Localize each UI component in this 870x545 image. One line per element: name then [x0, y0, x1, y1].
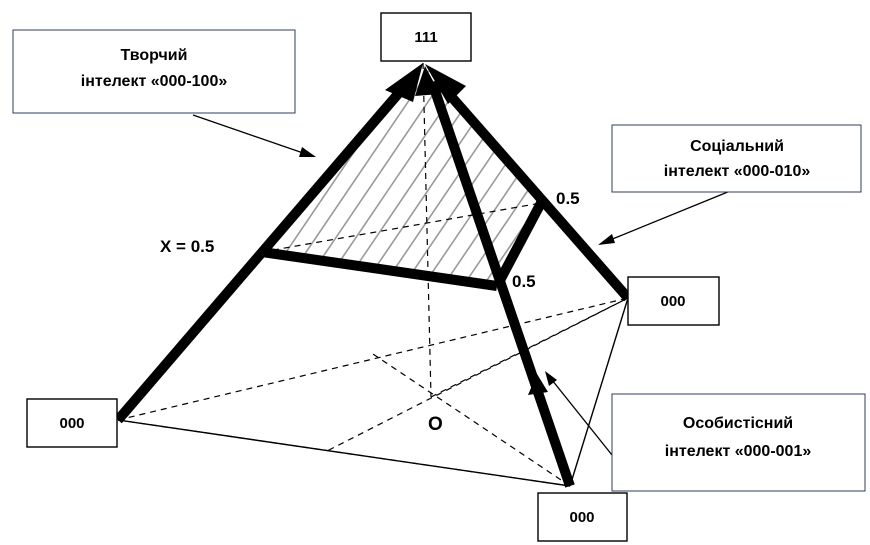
- vertex-left: 000: [26, 398, 118, 448]
- dashed-lines: [117, 62, 629, 487]
- callout-social-line2: інтелект «000-010»: [664, 163, 811, 180]
- callout-arrows: [192, 114, 741, 456]
- vertex-apex-label: 111: [414, 29, 437, 46]
- callout-social-line1: Соціальний: [690, 138, 784, 155]
- arrow-social: [609, 186, 741, 241]
- vertex-right: 000: [627, 276, 720, 326]
- callout-social-box: [611, 124, 862, 193]
- arrowhead-social: [598, 234, 615, 245]
- hatch-line: [419, 63, 541, 286]
- callout-creative-box: [12, 29, 296, 114]
- section-edge-left: [261, 247, 498, 291]
- x-value-label: X = 0.5: [160, 237, 214, 256]
- thick-edges: [114, 76, 632, 488]
- callout-social: Соціальний інтелект «000-010»: [611, 124, 862, 193]
- callout-personal-line1: Особистісний: [683, 415, 793, 432]
- callout-creative-line2: інтелект «000-100»: [81, 73, 228, 90]
- dashed-bottom-to-center: [369, 351, 571, 487]
- callout-personal: Особистісний інтелект «000-001»: [611, 393, 866, 492]
- apex-arrowheads: [385, 63, 466, 104]
- dashed-left-right: [117, 297, 629, 421]
- edge-bottom-right: [569, 297, 629, 487]
- vertex-left-box: [26, 398, 118, 448]
- callout-creative-line1: Творчий: [121, 47, 188, 64]
- dashed-right-bottom-mid: [324, 297, 629, 453]
- vertex-bottom-box: [537, 492, 628, 542]
- base-edges: [117, 297, 629, 487]
- dashed-axis-vertical: [422, 62, 432, 398]
- vertex-bottom: 000: [537, 492, 628, 542]
- arrow-creative: [192, 114, 307, 155]
- vertex-apex: 111: [380, 12, 472, 62]
- hatch-line: [459, 63, 541, 286]
- right-edge-value-label: 0.5: [556, 189, 580, 208]
- arrowhead-right-edge: [425, 64, 466, 104]
- arrowhead-front-edge: [415, 66, 440, 96]
- arrowhead-personal: [545, 371, 557, 386]
- vertex-apex-box: [380, 12, 472, 62]
- arrow-personal: [551, 379, 613, 456]
- callout-personal-line2: інтелект «000-001»: [665, 443, 812, 460]
- center-o-label: O: [428, 414, 443, 435]
- arrowhead-creative: [299, 147, 316, 157]
- edge-right-apex: [438, 82, 632, 302]
- dashed-section-diagonal: [261, 202, 542, 253]
- front-edge-value-label: 0.5: [512, 272, 536, 291]
- callout-personal-box: [611, 393, 866, 492]
- vertex-right-box: [627, 276, 720, 326]
- vertex-bottom-label: 000: [569, 509, 594, 526]
- callout-arrowheads: [299, 147, 615, 386]
- vertex-right-label: 000: [660, 293, 685, 310]
- arrowhead-left-edge: [385, 63, 423, 102]
- vertex-left-label: 000: [59, 415, 84, 432]
- dashed-center-right: [430, 297, 629, 398]
- callout-creative: Творчий інтелект «000-100»: [12, 29, 296, 114]
- section-edge-right: [492, 200, 546, 289]
- edge-left-bottom: [117, 419, 571, 487]
- arrowhead-front-mid: [528, 374, 548, 395]
